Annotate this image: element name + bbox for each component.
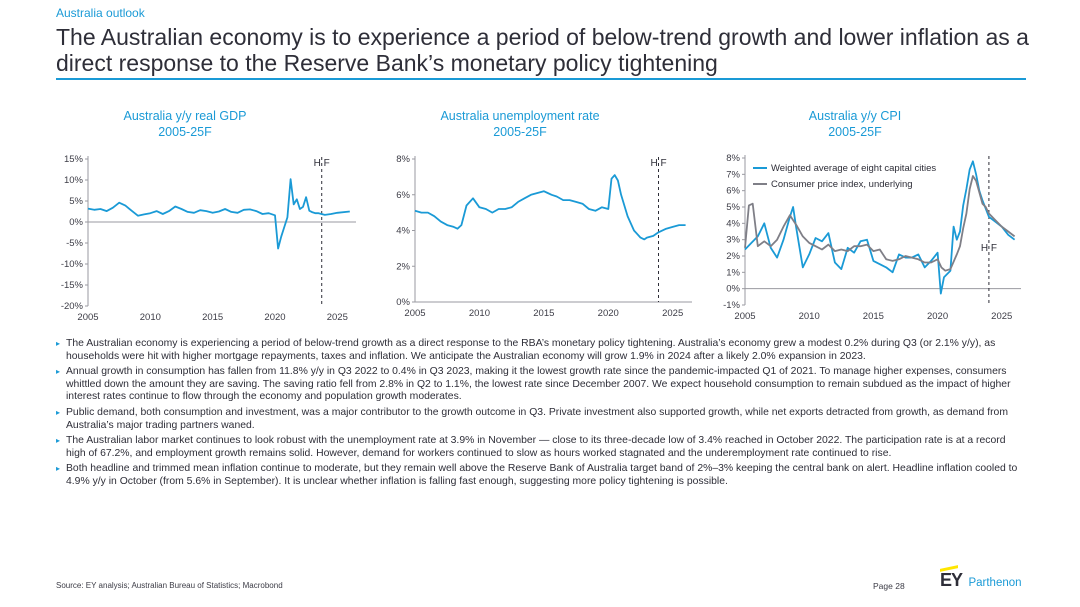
chart-title: Australia y/y CPI [809,109,901,123]
cpi-chart: Australia y/y CPI 2005-25F 8% 7% 6% 5% 4% 3% 2% 1… [705,105,1035,328]
y-tick-label: -15% [61,280,84,291]
logo-ey: EY [940,570,963,590]
y-tick-label: 6% [396,190,410,201]
bullet-item: ▸ Both headline and trimmed mean inflatio… [56,463,1021,488]
title-divider [56,78,1026,80]
y-tick-label: -10% [61,259,84,270]
logo-parthenon: Parthenon [968,577,1022,589]
bullet-text: The Australian labor market continues to… [66,435,1006,459]
cpi-chart-svg: Australia y/y CPI 2005-25F 8% 7% 6% 5% 4% 3% 2% 1… [723,109,1021,322]
section-label: Australia outlook [56,6,145,20]
page-number: Page 28 [873,581,905,591]
y-tick-label: -20% [61,301,84,312]
commentary-list: ▸ The Australian economy is experiencing … [56,338,1021,492]
y-tick-label: 15% [64,154,84,165]
bullet-item: ▸ Annual growth in consumption has fallen… [56,366,1021,404]
bullet-marker-icon: ▸ [56,464,61,474]
y-tick-label: 1% [726,267,740,278]
x-tick-label: 2005 [404,308,425,319]
unemployment-chart-svg: Australia unemployment rate 2005-25F 8% 6% 4… [396,109,692,319]
y-tick-label: 7% [726,169,740,180]
bullet-marker-icon: ▸ [56,339,61,348]
gdp-chart: Australia y/y real GDP 2005-25F 15% 10% 5% 0%… [40,105,360,328]
chart-title: Australia unemployment rate [440,109,599,123]
y-tick-label: 4% [396,226,410,237]
ey-parthenon-logo: EY Parthenon [940,565,1022,594]
x-tick-label: 2015 [863,311,884,322]
bullet-marker-icon: ▸ [56,367,61,377]
bullet-item: ▸ The Australian economy is experiencing … [56,338,1021,363]
bullet-item: ▸ The Australian labor market continues t… [56,435,1021,460]
gdp-chart-svg: Australia y/y real GDP 2005-25F 15% 10% 5% 0%… [61,109,356,323]
x-tick-label: 2025 [662,308,683,319]
bullet-item: ▸ Public demand, both consumption and inv… [56,407,1021,432]
y-tick-label: 5% [726,202,740,213]
y-tick-label: 4% [726,218,740,229]
unemployment-chart: Australia unemployment rate 2005-25F 8% 6% 4… [370,105,700,328]
chart-subtitle: 2005-25F [493,125,547,139]
y-tick-label: 2% [726,251,740,262]
y-tick-label: 2% [396,261,410,272]
history-forecast-label: H F [314,158,330,169]
chart-subtitle: 2005-25F [828,125,882,139]
y-tick-label: 8% [726,153,740,164]
y-tick-label: 0% [69,217,83,228]
source-note: Source: EY analysis; Australian Bureau o… [56,581,283,590]
x-tick-label: 2010 [469,308,490,319]
x-tick-label: 2025 [991,311,1012,322]
chart-subtitle: 2005-25F [158,125,212,139]
y-tick-label: -5% [66,238,83,249]
y-tick-label: 6% [726,186,740,197]
legend-label: Consumer price index, underlying [771,179,913,190]
y-tick-label: 5% [69,196,83,207]
y-tick-label: 10% [64,175,84,186]
x-tick-label: 2020 [927,311,948,322]
series-line [414,174,686,241]
x-tick-label: 2005 [77,312,98,323]
bullet-text: Annual growth in consumption has fallen … [66,366,1011,403]
y-tick-label: 0% [726,284,740,295]
bullet-marker-icon: ▸ [56,407,61,417]
legend-label: Weighted average of eight capital cities [771,163,936,174]
y-tick-label: 0% [396,297,410,308]
history-forecast-label: H F [981,243,997,254]
series-line [744,160,1016,295]
bullet-text: Both headline and trimmed mean inflation… [66,463,1018,487]
chart-title: Australia y/y real GDP [124,109,247,123]
bullet-text: Public demand, both consumption and inve… [66,406,1008,431]
page-title: The Australian economy is to experience … [56,24,1029,76]
bullet-marker-icon: ▸ [56,436,61,446]
y-tick-label: 8% [396,154,410,165]
series-line [744,175,1016,272]
x-tick-label: 2015 [202,312,223,323]
x-tick-label: 2005 [734,311,755,322]
history-forecast-label: H F [650,158,666,169]
x-tick-label: 2025 [327,312,348,323]
bullet-text: The Australian economy is experiencing a… [66,338,996,362]
x-tick-label: 2010 [799,311,820,322]
x-tick-label: 2015 [533,308,554,319]
y-tick-label: -1% [723,300,740,311]
x-tick-label: 2020 [264,312,285,323]
y-tick-label: 3% [726,235,740,246]
x-tick-label: 2010 [140,312,161,323]
series-line [87,178,350,250]
x-tick-label: 2020 [598,308,619,319]
